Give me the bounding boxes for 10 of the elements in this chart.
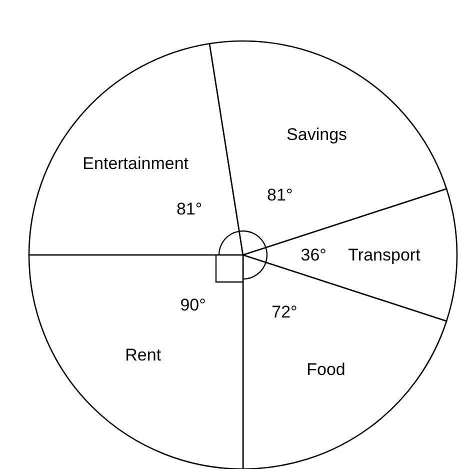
slice-label: Rent [125, 345, 162, 364]
data-label: 81° [267, 185, 293, 204]
data-label: 72° [272, 302, 298, 322]
data-label: 36° [300, 246, 326, 264]
data-label: 90° [180, 295, 206, 314]
slice-label: Savings [286, 125, 348, 144]
slice-label: Entertainment [82, 154, 189, 173]
data-label: 81° [176, 200, 202, 219]
slice-label: Food [306, 360, 346, 379]
slice-label: Transport [348, 246, 421, 264]
